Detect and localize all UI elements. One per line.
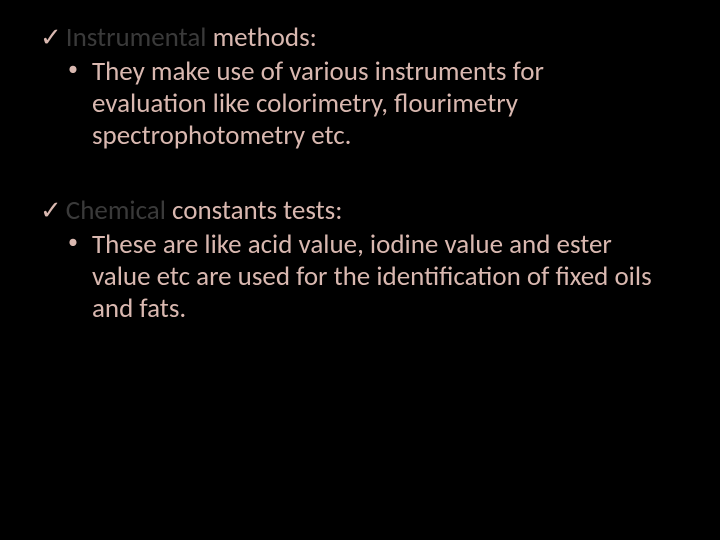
heading-2: Chemical constants tests: bbox=[66, 195, 343, 227]
heading-2-light: constants tests: bbox=[166, 194, 343, 227]
body-line-1: • They make use of various instruments f… bbox=[40, 56, 680, 152]
heading-1-dark: Instrumental bbox=[66, 21, 207, 54]
slide-content: ✓ Instrumental methods: • They make use … bbox=[0, 0, 720, 540]
heading-line-1: ✓ Instrumental methods: bbox=[40, 22, 680, 54]
body-line-2: • These are like acid value, iodine valu… bbox=[40, 229, 680, 325]
heading-1: Instrumental methods: bbox=[66, 22, 317, 54]
bullet-icon: • bbox=[68, 56, 78, 82]
checkmark-icon: ✓ bbox=[40, 23, 62, 53]
heading-line-2: ✓ Chemical constants tests: bbox=[40, 195, 680, 227]
body-1: They make use of various instruments for… bbox=[92, 56, 652, 152]
section-2: ✓ Chemical constants tests: • These are … bbox=[40, 195, 680, 324]
bullet-icon: • bbox=[68, 229, 78, 255]
heading-2-dark: Chemical bbox=[66, 194, 166, 227]
heading-1-light: methods: bbox=[206, 21, 316, 54]
body-2: These are like acid value, iodine value … bbox=[92, 229, 652, 325]
checkmark-icon: ✓ bbox=[40, 196, 62, 226]
section-1: ✓ Instrumental methods: • They make use … bbox=[40, 22, 680, 151]
